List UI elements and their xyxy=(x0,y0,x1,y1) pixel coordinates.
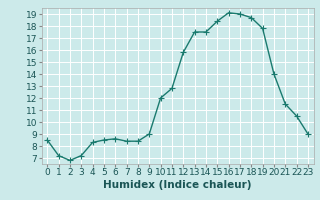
X-axis label: Humidex (Indice chaleur): Humidex (Indice chaleur) xyxy=(103,180,252,190)
